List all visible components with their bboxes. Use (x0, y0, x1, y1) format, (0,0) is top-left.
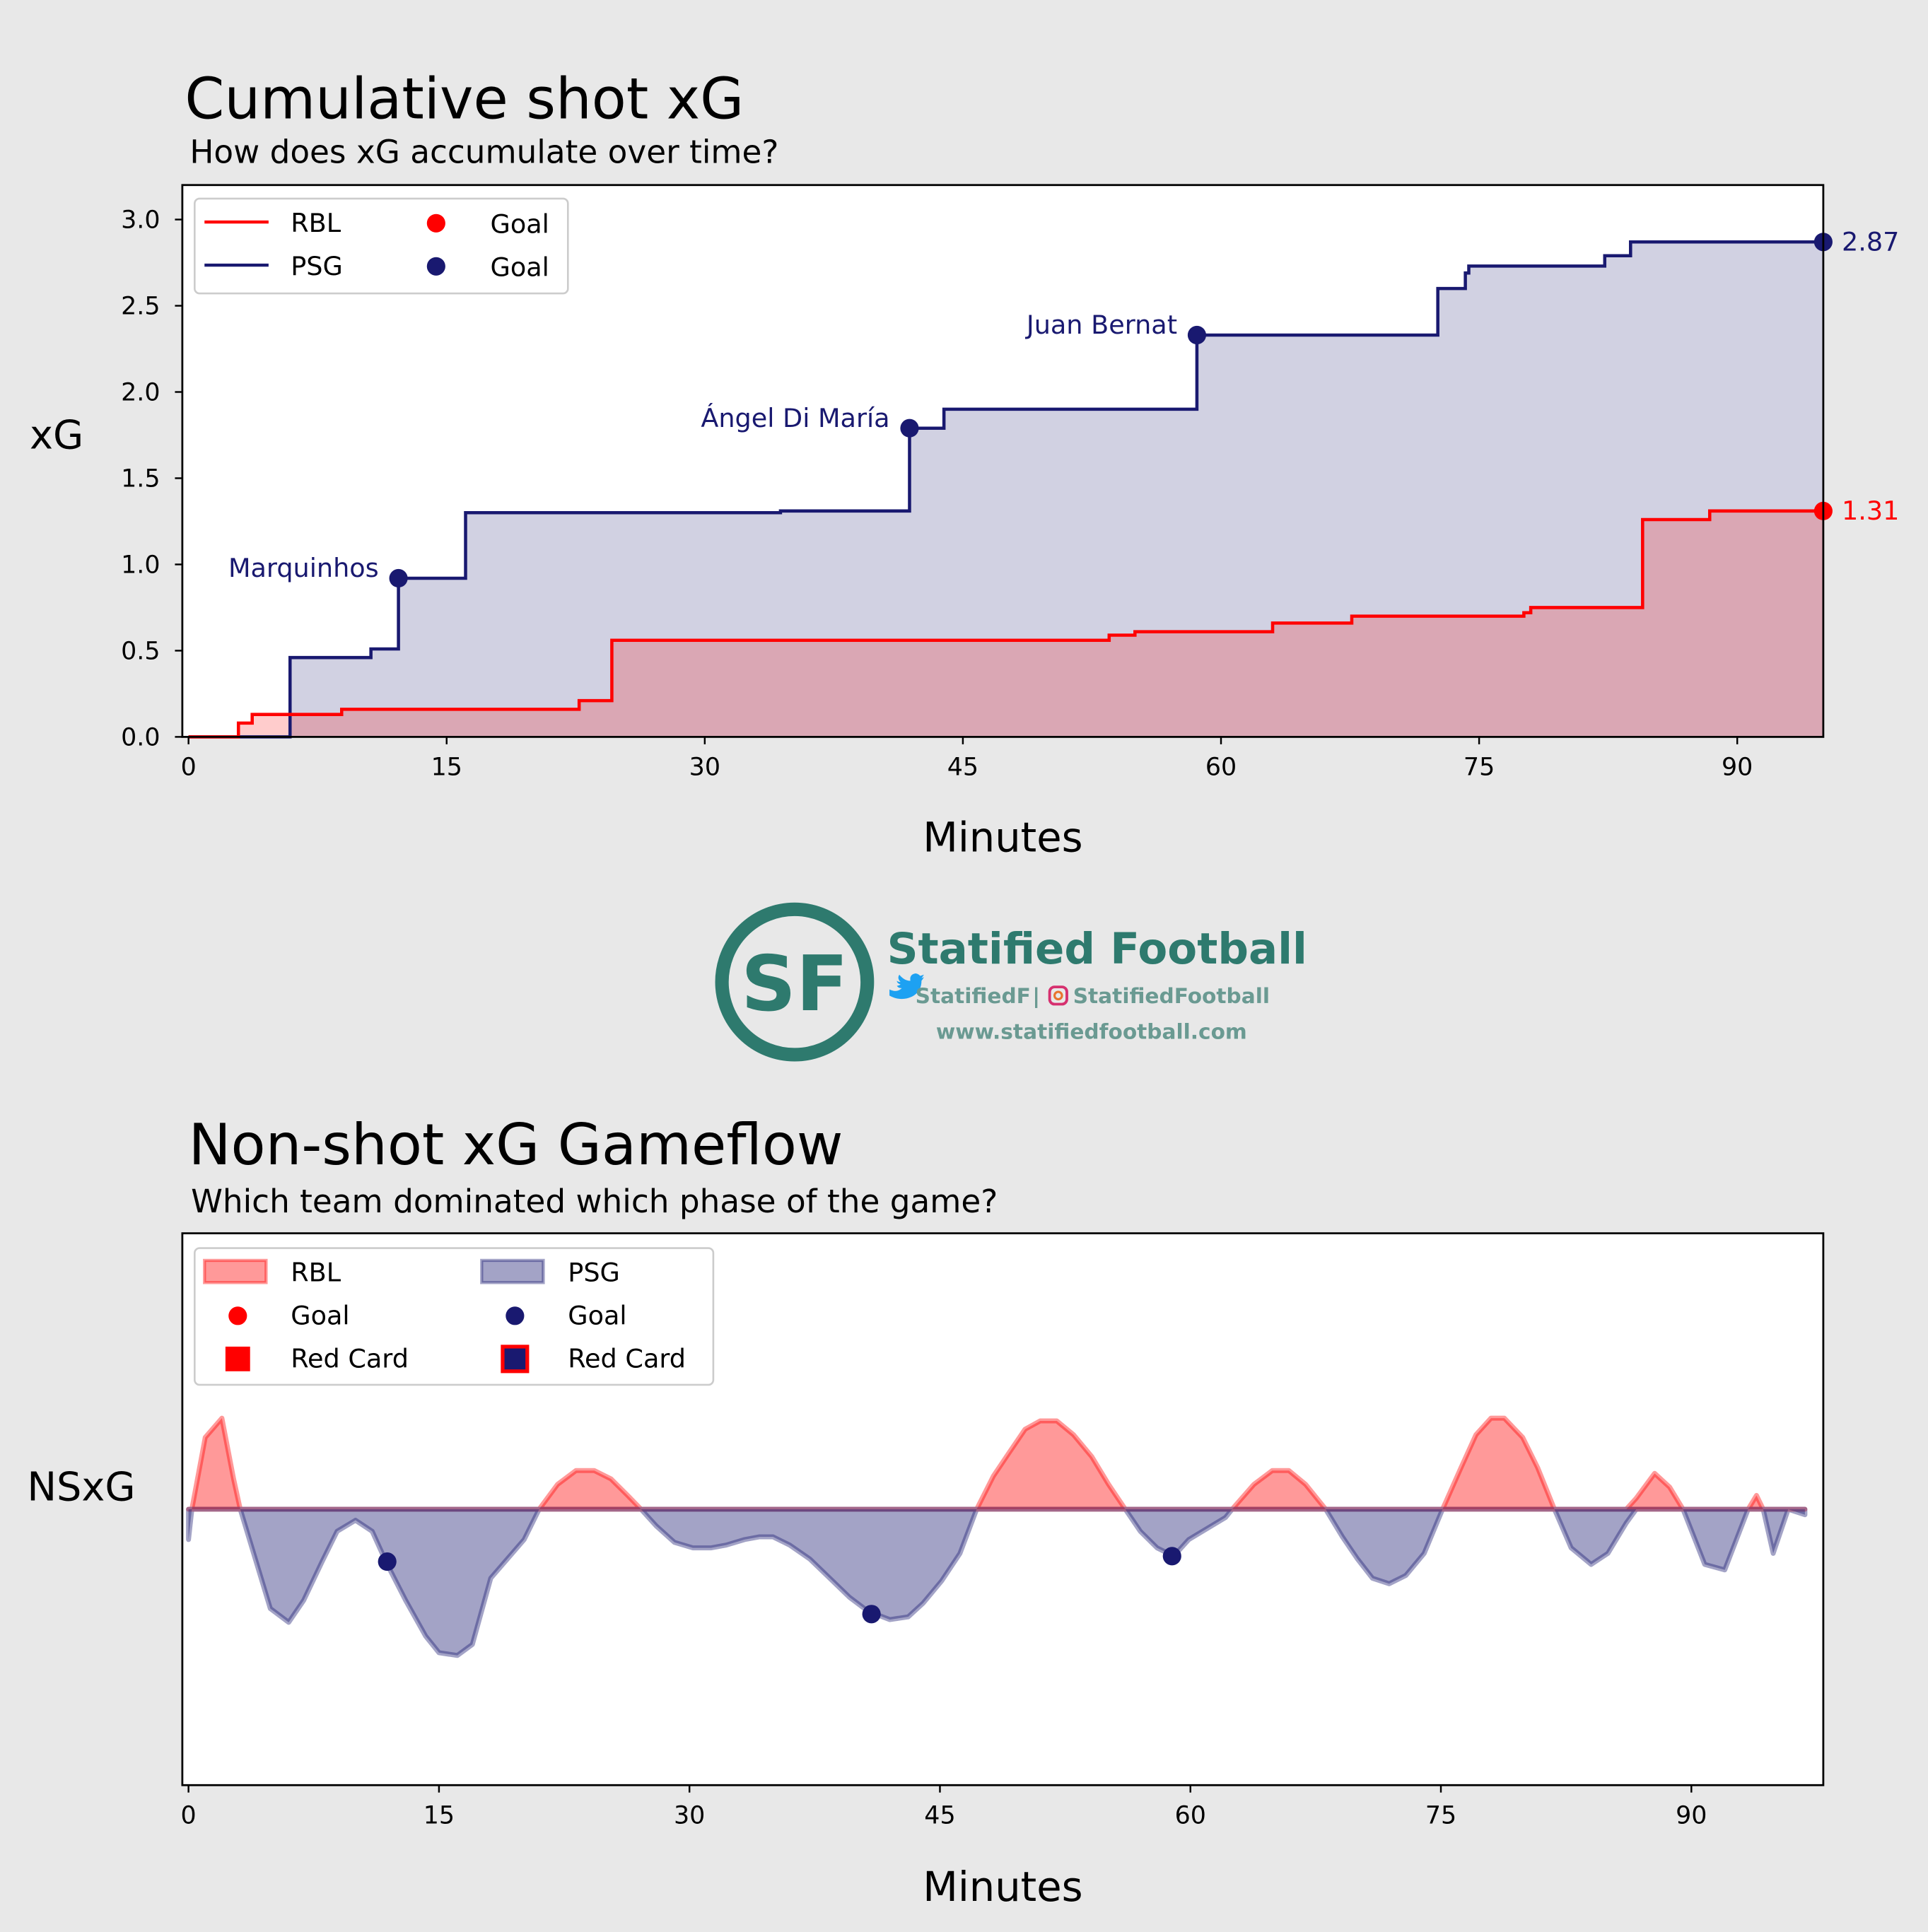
y-tick-label: 2.5 (121, 293, 160, 321)
legend-rbl-label: RBL (291, 208, 341, 238)
x-tick-label: 75 (1463, 753, 1495, 781)
logo-instagram-handle: StatifiedFootball (1073, 984, 1270, 1008)
legend-rbl-redcard-label: Red Card (291, 1344, 409, 1374)
psg-goal-marker (1187, 325, 1207, 345)
y-tick-label: 1.0 (121, 551, 160, 580)
legend-psg-goal-marker (506, 1306, 525, 1325)
x-tick-label: 0 (181, 1801, 197, 1829)
legend-psg-patch (480, 1258, 545, 1284)
chart1-ylabel: xG (30, 413, 83, 459)
psg-final-xg-label: 2.87 (1842, 226, 1899, 257)
legend-psg-goal-marker (426, 257, 445, 276)
x-tick-label: 75 (1425, 1801, 1456, 1829)
instagram-icon (1048, 985, 1068, 1006)
chart1-frame (181, 184, 1825, 738)
x-tick-label: 45 (947, 753, 978, 781)
chart2-ylabel: NSxG (27, 1465, 135, 1511)
legend-psg-label: PSG (291, 251, 343, 281)
psg-xg-line (188, 240, 1823, 739)
x-tick-label: 60 (1175, 1801, 1206, 1829)
goal-scorer-label: Juan Bernat (1025, 310, 1177, 340)
legend-rbl-patch (203, 1258, 268, 1284)
legend-box (194, 197, 569, 295)
logo-separator: | (1032, 984, 1040, 1009)
goal-scorer-label: Ángel Di María (701, 402, 889, 433)
logo-url: www.statifiedfootball.com (936, 1019, 1247, 1043)
legend-rbl-label: RBL (291, 1258, 341, 1288)
psg-xg-fill (188, 242, 1823, 737)
legend-rbl-goal-marker (426, 213, 445, 233)
x-tick-label: 15 (423, 1801, 455, 1829)
chart1-title: Cumulative shot xG (185, 66, 744, 132)
x-tick-label: 90 (1722, 753, 1753, 781)
x-tick-label: 60 (1205, 753, 1237, 781)
legend-rbl-redcard-marker (225, 1346, 250, 1371)
rbl-nsxg-area (186, 1415, 1808, 1512)
x-tick-label: 0 (181, 753, 197, 781)
psg-goal-marker (900, 418, 919, 438)
psg-goal-marker (1162, 1547, 1181, 1566)
goal-scorer-label: Marquinhos (228, 553, 379, 583)
y-tick-label: 1.5 (121, 465, 160, 493)
x-tick-label: 45 (924, 1801, 955, 1829)
logo-ring (715, 902, 875, 1062)
x-tick-label: 15 (431, 753, 462, 781)
chart2-xlabel: Minutes (923, 1863, 1082, 1911)
logo-twitter-handle: StatifiedF (916, 984, 1031, 1008)
chart1-legend: RBL PSG Goal Goal (194, 197, 569, 295)
legend-rbl-goal-marker (228, 1306, 247, 1325)
legend-psg-goal-label: Goal (491, 252, 549, 283)
legend-box (194, 1247, 715, 1386)
x-tick-label: 90 (1676, 1801, 1707, 1829)
legend-rbl-goal-label: Goal (291, 1301, 349, 1331)
chart2-frame (181, 1232, 1825, 1786)
rbl-xg-fill (188, 510, 1823, 737)
twitter-bird-icon (889, 973, 924, 1000)
chart2-title: Non-shot xG Gameflow (189, 1112, 843, 1178)
legend-psg-redcard-label: Red Card (568, 1344, 686, 1374)
rbl-xg-line (188, 509, 1823, 739)
x-tick-label: 30 (674, 1801, 705, 1829)
rbl-final-xg-label: 1.31 (1842, 496, 1899, 526)
y-tick-label: 0.0 (121, 724, 160, 752)
x-tick-label: 30 (689, 753, 720, 781)
y-tick-label: 2.0 (121, 379, 160, 407)
statified-football-logo: SF Statified Football StatifiedF | Stati… (715, 902, 1307, 1062)
psg-goal-marker (862, 1605, 881, 1624)
logo-name: Statified Football (887, 924, 1307, 974)
psg-goal-marker (378, 1552, 397, 1571)
y-tick-label: 3.0 (121, 206, 160, 235)
legend-psg-redcard-marker (501, 1345, 530, 1374)
legend-psg-goal-label: Goal (568, 1301, 626, 1331)
chart1-subtitle: How does xG accumulate over time? (189, 133, 778, 170)
chart2-legend: RBL PSG Goal Goal Red Card Red Card (194, 1247, 715, 1386)
psg-nsxg-area (186, 1506, 1808, 1658)
logo-monogram: SF (741, 940, 848, 1029)
legend-psg-label: PSG (568, 1258, 620, 1288)
chart2-subtitle: Which team dominated which phase of the … (191, 1183, 998, 1220)
legend-rbl-goal-label: Goal (491, 209, 549, 240)
chart1-xlabel: Minutes (923, 814, 1082, 861)
psg-goal-marker (389, 568, 408, 588)
y-tick-label: 0.5 (121, 638, 160, 666)
